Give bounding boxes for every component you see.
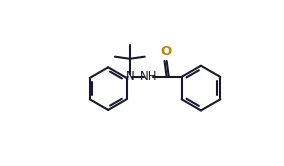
Text: O: O [160,45,171,58]
Text: NH: NH [140,70,157,83]
Text: N: N [126,70,134,83]
